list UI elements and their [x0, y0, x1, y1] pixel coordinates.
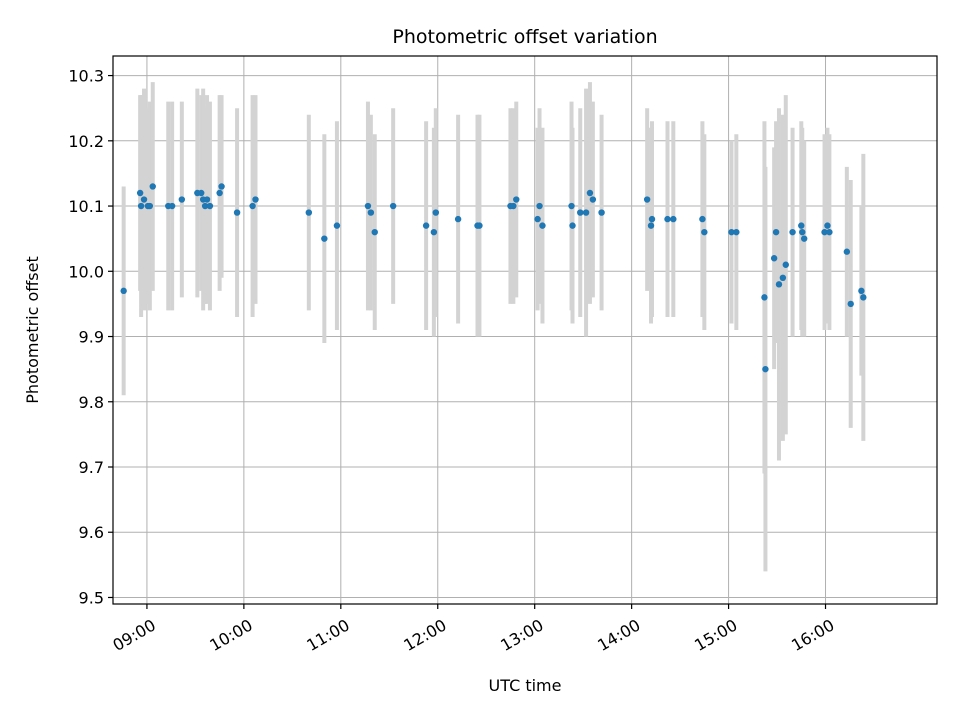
data-point	[371, 228, 378, 236]
data-point	[772, 228, 780, 236]
data-point	[824, 222, 831, 229]
plot-frame	[112, 55, 938, 605]
data-point	[843, 248, 851, 255]
data-point	[577, 209, 584, 216]
data-point	[389, 202, 397, 210]
y-axis-ticks: 9.5 9.6 9.7 9.8 9.9 10.0 10.1 10.2 10.3	[68, 67, 113, 607]
data-point	[800, 235, 808, 242]
data-point	[643, 196, 651, 203]
y-axis-label: Photometric offset	[23, 256, 42, 404]
data-point	[252, 196, 259, 203]
data-point	[137, 202, 145, 210]
data-point	[364, 202, 372, 210]
y-tick-label: 10.3	[68, 67, 104, 86]
data-point	[321, 235, 328, 242]
data-point	[826, 228, 833, 236]
data-point	[305, 209, 313, 216]
data-point	[770, 255, 778, 262]
data-point	[206, 202, 214, 210]
data-point	[789, 228, 796, 236]
data-point	[782, 261, 789, 268]
data-point	[367, 209, 375, 216]
data-point	[821, 228, 828, 236]
data-point	[454, 215, 462, 223]
data-point	[201, 202, 209, 210]
y-tick-label: 10.2	[68, 132, 104, 151]
data-point	[534, 215, 541, 223]
data-point	[476, 222, 483, 229]
data-point	[513, 196, 520, 203]
y-tick-label: 10.0	[68, 262, 104, 281]
data-points	[120, 183, 867, 373]
data-point	[168, 202, 176, 210]
data-point	[775, 281, 783, 288]
data-point	[589, 196, 597, 203]
chart-title: Photometric offset variation	[392, 26, 657, 48]
data-point	[333, 222, 341, 229]
data-point	[203, 196, 211, 203]
data-point	[539, 222, 546, 229]
data-point	[218, 183, 225, 190]
y-tick-label: 9.6	[79, 523, 104, 542]
data-point	[136, 189, 144, 197]
data-point	[664, 215, 671, 223]
data-point	[799, 228, 806, 236]
y-tick-label: 9.7	[79, 458, 104, 477]
data-point	[149, 183, 156, 190]
data-point	[728, 228, 735, 236]
data-point	[569, 222, 576, 229]
data-point	[582, 209, 590, 216]
data-point	[140, 196, 148, 203]
y-tick-label: 9.8	[79, 393, 104, 412]
data-point	[249, 202, 256, 210]
data-point	[858, 287, 865, 295]
data-point	[847, 300, 854, 308]
data-point	[510, 202, 517, 210]
data-point	[586, 189, 594, 197]
x-axis-label: UTC time	[489, 676, 562, 695]
data-point	[198, 189, 205, 197]
data-point	[798, 222, 805, 229]
data-point	[762, 365, 769, 373]
data-point	[430, 228, 438, 236]
data-point	[233, 209, 241, 216]
y-tick-label: 9.9	[79, 328, 104, 347]
data-point	[120, 287, 127, 295]
data-point	[216, 189, 223, 197]
data-point	[598, 209, 605, 216]
data-point	[761, 294, 768, 301]
data-point	[860, 294, 867, 301]
data-point	[568, 202, 575, 210]
data-point	[647, 222, 655, 229]
data-point	[422, 222, 430, 229]
data-point	[178, 196, 186, 203]
data-point	[779, 274, 787, 282]
y-tick-label: 9.5	[79, 588, 104, 607]
y-tick-label: 10.1	[68, 197, 104, 216]
data-point	[733, 228, 740, 236]
data-point	[536, 202, 543, 210]
data-point	[699, 215, 706, 223]
data-point	[432, 209, 440, 216]
data-point	[670, 215, 677, 223]
data-point	[146, 202, 154, 210]
data-point	[701, 228, 708, 236]
data-point	[648, 215, 656, 223]
